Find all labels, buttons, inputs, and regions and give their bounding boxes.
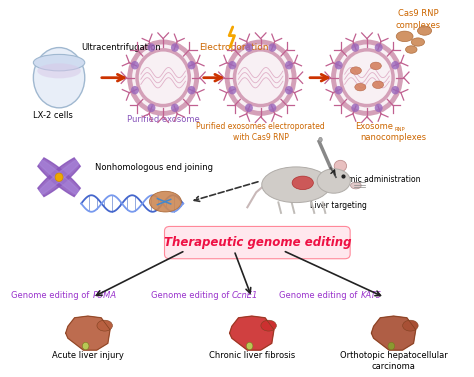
Polygon shape — [38, 158, 80, 196]
Ellipse shape — [171, 43, 179, 52]
Ellipse shape — [350, 67, 362, 74]
Ellipse shape — [131, 61, 139, 69]
Ellipse shape — [33, 48, 85, 108]
Text: carcinoma: carcinoma — [372, 362, 416, 371]
Text: RNP: RNP — [394, 127, 405, 132]
Text: Ultracentrifugation: Ultracentrifugation — [81, 43, 161, 52]
Ellipse shape — [391, 61, 399, 69]
Ellipse shape — [37, 63, 81, 78]
Ellipse shape — [319, 138, 322, 142]
Ellipse shape — [261, 320, 276, 331]
Ellipse shape — [149, 191, 182, 212]
Ellipse shape — [375, 104, 383, 112]
Text: LX-2 cells: LX-2 cells — [33, 111, 73, 120]
Text: Orthotopic hepatocellular: Orthotopic hepatocellular — [340, 351, 447, 360]
Ellipse shape — [82, 342, 89, 350]
Ellipse shape — [373, 81, 383, 89]
Text: Nonhomologous end joining: Nonhomologous end joining — [95, 163, 213, 172]
Polygon shape — [66, 316, 110, 350]
Ellipse shape — [351, 104, 359, 112]
Ellipse shape — [355, 83, 366, 91]
Text: Genome editing of: Genome editing of — [279, 291, 360, 300]
Ellipse shape — [334, 160, 346, 172]
Ellipse shape — [317, 169, 350, 193]
Ellipse shape — [245, 43, 253, 52]
Ellipse shape — [228, 86, 237, 94]
Ellipse shape — [262, 167, 330, 202]
Ellipse shape — [55, 173, 63, 181]
Text: CcnE1: CcnE1 — [232, 291, 258, 300]
Polygon shape — [39, 160, 79, 195]
Polygon shape — [38, 158, 80, 196]
Ellipse shape — [188, 86, 195, 94]
Polygon shape — [39, 160, 79, 195]
Ellipse shape — [335, 61, 343, 69]
Text: Exosome: Exosome — [356, 122, 393, 131]
Text: Genome editing of: Genome editing of — [151, 291, 232, 300]
Ellipse shape — [131, 86, 139, 94]
Ellipse shape — [268, 43, 276, 52]
Ellipse shape — [375, 43, 383, 52]
Ellipse shape — [402, 320, 418, 331]
Text: KAT5: KAT5 — [360, 291, 382, 300]
Ellipse shape — [229, 44, 292, 112]
Ellipse shape — [171, 104, 179, 112]
Ellipse shape — [406, 46, 417, 53]
Text: Purified exosomes electroporated: Purified exosomes electroporated — [196, 122, 325, 131]
Ellipse shape — [285, 86, 293, 94]
Ellipse shape — [335, 86, 343, 94]
Text: Therapeutic genome editing: Therapeutic genome editing — [164, 236, 351, 249]
Ellipse shape — [396, 31, 413, 41]
Ellipse shape — [228, 61, 237, 69]
Ellipse shape — [391, 86, 399, 94]
Ellipse shape — [268, 104, 276, 112]
Text: Systemic administration: Systemic administration — [327, 175, 420, 184]
Text: Purified exosome: Purified exosome — [127, 115, 200, 124]
Polygon shape — [229, 316, 274, 350]
Ellipse shape — [246, 342, 253, 350]
Text: nanocomplexes: nanocomplexes — [361, 133, 427, 142]
FancyBboxPatch shape — [164, 227, 350, 259]
Ellipse shape — [245, 104, 253, 112]
Ellipse shape — [97, 320, 112, 331]
Ellipse shape — [292, 176, 313, 190]
Text: with Cas9 RNP: with Cas9 RNP — [233, 133, 289, 142]
Ellipse shape — [335, 44, 399, 112]
Text: Liver targeting: Liver targeting — [310, 201, 366, 210]
Ellipse shape — [147, 104, 155, 112]
Text: Electroporation: Electroporation — [199, 43, 269, 52]
Text: Cas9 RNP: Cas9 RNP — [398, 9, 438, 18]
Text: Chronic liver fibrosis: Chronic liver fibrosis — [209, 351, 295, 360]
Ellipse shape — [370, 62, 382, 70]
Ellipse shape — [351, 182, 361, 189]
Text: complexes: complexes — [395, 21, 440, 30]
Polygon shape — [372, 316, 416, 350]
Text: Acute liver injury: Acute liver injury — [52, 351, 124, 360]
Ellipse shape — [131, 44, 195, 112]
Ellipse shape — [188, 61, 195, 69]
Ellipse shape — [33, 54, 85, 71]
Ellipse shape — [147, 43, 155, 52]
Ellipse shape — [418, 26, 432, 35]
Ellipse shape — [351, 43, 359, 52]
Ellipse shape — [411, 38, 425, 46]
Ellipse shape — [388, 342, 395, 350]
Text: PUMA: PUMA — [92, 291, 117, 300]
Text: Genome editing of: Genome editing of — [11, 291, 92, 300]
Ellipse shape — [285, 61, 293, 69]
